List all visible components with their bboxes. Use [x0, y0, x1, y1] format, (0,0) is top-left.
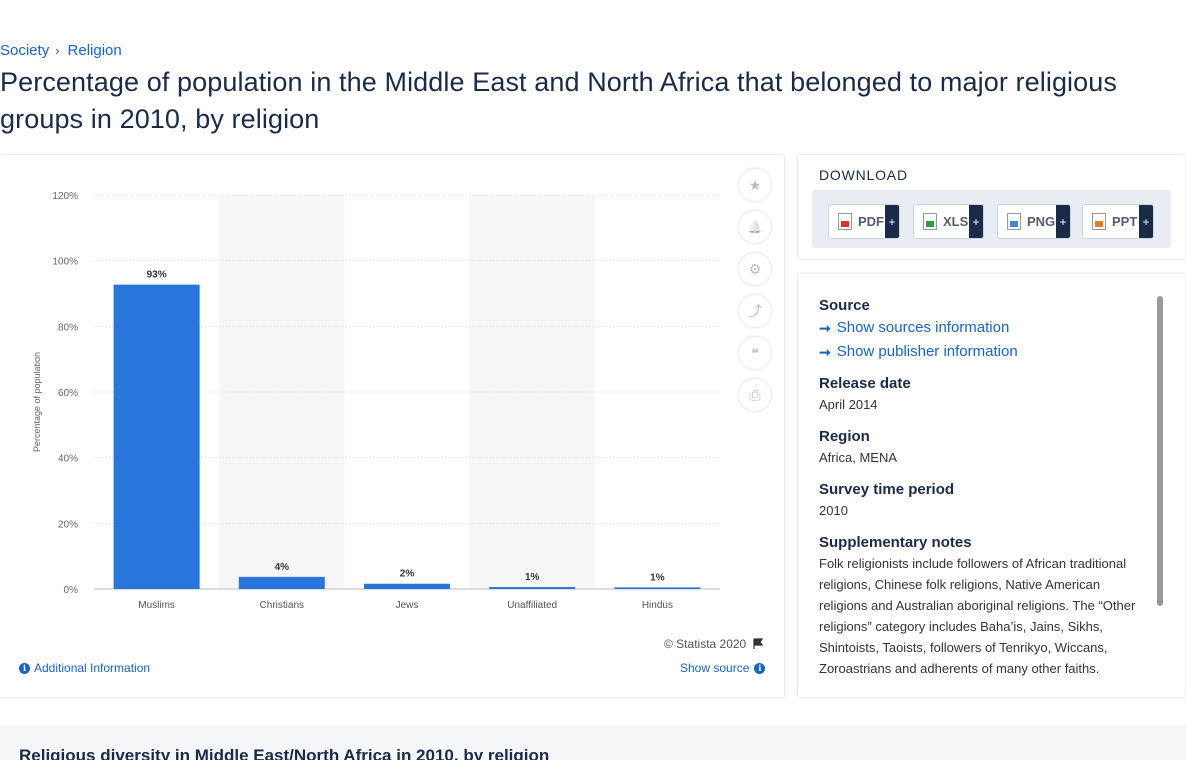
show-sources-label: Show sources information: [836, 319, 1010, 336]
breadcrumb: Society › Religion: [0, 42, 122, 59]
bar-chart: 0% 20% 40% 60% 80% 100% 120% Percentage of popu…: [32, 191, 720, 611]
arrow-right-icon: ➞: [819, 344, 831, 360]
additional-info-link[interactable]: i Additional Information: [19, 661, 150, 675]
print-icon: ⎙: [749, 386, 761, 403]
star-icon: ★: [748, 176, 762, 193]
quote-icon: ❝: [751, 344, 759, 361]
settings-button[interactable]: ⚙: [739, 253, 771, 285]
pdf-file-icon: [838, 213, 852, 230]
page-title: Percentage of population in the Middle E…: [0, 67, 1117, 134]
y-tick-label: 40%: [58, 454, 78, 465]
region-heading: Region: [819, 428, 870, 445]
bar-muslims: [113, 284, 200, 589]
share-button[interactable]: ⤴: [739, 295, 771, 327]
data-label: 93%: [147, 270, 167, 281]
supplementary-notes-heading: Supplementary notes: [819, 534, 972, 551]
notification-button[interactable]: 🔔: [739, 211, 771, 243]
png-file-icon: [1007, 213, 1021, 230]
show-publisher-label: Show publisher information: [836, 343, 1018, 360]
download-png-button[interactable]: PNG +: [997, 204, 1071, 239]
band-background: [219, 195, 345, 589]
show-sources-link[interactable]: ➞ Show sources information: [819, 316, 1144, 340]
survey-period-value: 2010: [819, 503, 848, 518]
print-button[interactable]: ⎙: [739, 379, 771, 411]
bell-icon: 🔔: [747, 220, 763, 234]
arrow-right-icon: ➞: [819, 320, 831, 336]
ppt-file-icon: [1092, 213, 1106, 230]
y-tick-label: 100%: [52, 257, 78, 268]
y-tick-label: 120%: [52, 191, 78, 202]
related-section: [0, 725, 1186, 760]
supplementary-notes-text: Folk religionists include followers of A…: [819, 556, 1136, 676]
breadcrumb-society[interactable]: Society: [0, 42, 50, 59]
plus-icon: +: [969, 205, 983, 238]
source-panel[interactable]: Source ➞ Show sources information ➞ Show…: [798, 274, 1185, 697]
xls-file-icon: [923, 213, 937, 230]
download-png-label: PNG: [1027, 214, 1056, 229]
plus-icon: +: [885, 205, 899, 238]
data-label: 2%: [400, 569, 415, 580]
statista-credit[interactable]: © Statista 2020: [664, 637, 764, 651]
x-tick-label: Unaffiliated: [507, 600, 557, 611]
download-xls-label: XLS: [943, 214, 969, 229]
bar-christians: [238, 576, 325, 589]
x-tick-label: Hindus: [642, 600, 673, 611]
data-label: 1%: [525, 572, 540, 583]
favorite-button[interactable]: ★: [739, 169, 771, 201]
additional-info-label: Additional Information: [34, 661, 151, 675]
gear-icon: ⚙: [748, 260, 762, 277]
download-ppt-label: PPT: [1112, 214, 1138, 229]
scrollbar[interactable]: [1157, 296, 1163, 606]
data-label: 4%: [275, 562, 290, 573]
cite-button[interactable]: ❝: [739, 337, 771, 369]
share-icon: ⤴: [748, 303, 762, 319]
download-ppt-button[interactable]: PPT +: [1082, 204, 1154, 239]
release-date-heading: Release date: [819, 375, 911, 392]
download-title: DOWNLOAD: [819, 167, 908, 183]
breadcrumb-separator: ›: [55, 43, 60, 58]
download-pdf-label: PDF: [858, 214, 884, 229]
y-axis-label: Percentage of population: [32, 352, 42, 452]
chart-card: 0% 20% 40% 60% 80% 100% 120% Percentage of popu…: [0, 155, 784, 697]
source-heading: Source: [819, 297, 870, 314]
source-content: Source ➞ Show sources information ➞ Show…: [819, 296, 1144, 676]
info-icon: i: [754, 662, 766, 674]
bar-unaffiliated: [489, 587, 576, 589]
download-pdf-button[interactable]: PDF +: [828, 204, 900, 239]
data-label: 1%: [650, 572, 665, 583]
download-bar: PDF + XLS + PNG + PPT +: [812, 190, 1171, 248]
y-tick-label: 80%: [58, 322, 78, 333]
x-tick-label: Christians: [260, 600, 304, 611]
download-xls-button[interactable]: XLS +: [913, 204, 984, 239]
info-icon: i: [19, 662, 30, 674]
region-value: Africa, MENA: [819, 450, 898, 465]
y-tick-label: 0%: [64, 585, 79, 596]
show-publisher-link[interactable]: ➞ Show publisher information: [819, 340, 1144, 364]
survey-period-heading: Survey time period: [819, 481, 955, 498]
release-date-value: April 2014: [819, 397, 878, 412]
show-source-link[interactable]: Show source i: [680, 661, 766, 675]
y-tick-label: 60%: [58, 388, 78, 399]
x-tick-label: Jews: [396, 600, 419, 611]
plus-icon: +: [1056, 205, 1070, 238]
show-source-label: Show source: [680, 661, 750, 675]
flag-icon: [753, 638, 764, 649]
download-card: DOWNLOAD PDF + XLS + PNG + PPT +: [798, 155, 1185, 259]
x-tick-label: Muslims: [138, 600, 175, 611]
related-statistic-title[interactable]: Religious diversity in Middle East/North…: [19, 746, 550, 760]
plus-icon: +: [1139, 205, 1153, 238]
bar-hindus: [614, 587, 701, 589]
credit-text: © Statista 2020: [664, 637, 747, 651]
y-tick-label: 20%: [58, 519, 78, 530]
bar-jews: [364, 583, 450, 589]
breadcrumb-religion[interactable]: Religion: [67, 42, 122, 59]
chart-tools: ★ 🔔 ⚙ ⤴ ❝ ⎙: [739, 169, 771, 421]
